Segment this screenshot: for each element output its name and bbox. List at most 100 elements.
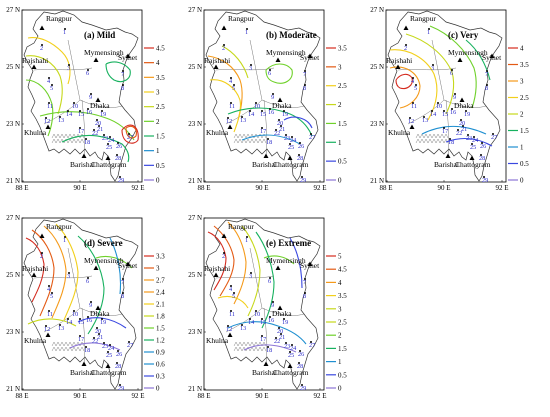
station-dot-icon xyxy=(241,324,243,326)
station-label: 11 xyxy=(229,103,235,110)
station-label: 29 xyxy=(118,177,124,184)
station-dot-icon xyxy=(486,70,488,72)
mangrove-mark xyxy=(233,138,239,144)
station-label: 3 xyxy=(249,65,252,72)
mangrove-mark xyxy=(253,346,259,352)
station-dot-icon xyxy=(103,342,105,344)
station-dot-icon xyxy=(428,28,430,30)
legend-label: 4 xyxy=(338,279,342,287)
station-label: 5 xyxy=(232,85,235,92)
contour-line xyxy=(213,225,235,297)
city-triangle-icon xyxy=(287,155,293,160)
city-triangle-icon xyxy=(95,97,101,102)
contour-line xyxy=(69,342,121,351)
city-label: Rangpur xyxy=(46,14,72,23)
station-dot-icon xyxy=(415,84,417,86)
map-panel-mild: 27 N 25 N 23 N 21 N 88 E 90 E 92 E 1 2 3 4 5 6 7 8 9 10 1… xyxy=(0,0,182,205)
legend-label: 4.5 xyxy=(156,45,165,53)
station-dot-icon xyxy=(291,344,293,346)
legend-label: 2.5 xyxy=(338,82,347,90)
station-label: 7 xyxy=(121,279,124,286)
mangrove-mark xyxy=(233,346,239,352)
y-tick-label: 27 N xyxy=(6,6,20,14)
station-dot-icon xyxy=(87,277,89,279)
mangrove-shading-icon xyxy=(233,133,267,144)
mangrove-mark xyxy=(415,133,421,139)
city-label: Khulna xyxy=(24,128,47,137)
station-dot-icon xyxy=(87,108,89,110)
city-triangle-icon xyxy=(213,64,219,69)
station-dot-icon xyxy=(451,69,453,71)
contour-line xyxy=(421,126,487,135)
station-label: 11 xyxy=(47,311,53,318)
city-triangle-icon xyxy=(263,153,269,158)
station-label: 27 xyxy=(309,342,315,349)
mangrove-mark xyxy=(245,138,251,144)
legend-label: 1 xyxy=(520,144,524,152)
station-label: 29 xyxy=(118,385,124,392)
city-label: Mymensingh xyxy=(84,48,124,57)
x-tick-label: 92 E xyxy=(495,184,508,192)
station-label: 4 xyxy=(229,286,232,293)
station-dot-icon xyxy=(109,136,111,138)
mangrove-mark xyxy=(237,346,243,352)
city-triangle-icon xyxy=(395,64,401,69)
city-label: Dhaka xyxy=(272,101,292,110)
mangrove-mark xyxy=(249,341,255,347)
mangrove-mark xyxy=(55,346,61,352)
city-label: Mymensingh xyxy=(448,48,488,57)
station-label: 27 xyxy=(491,134,497,141)
legend-label: 1.5 xyxy=(520,127,529,135)
city-label: Rangpur xyxy=(46,222,72,231)
legend-label: 1.8 xyxy=(156,313,165,321)
station-dot-icon xyxy=(285,134,287,136)
station-label: 19 xyxy=(100,319,106,326)
contour-line xyxy=(27,318,77,327)
contour-line xyxy=(77,317,127,329)
legend-label: 0 xyxy=(338,385,342,393)
contour-line xyxy=(27,37,71,85)
mangrove-mark xyxy=(245,133,251,139)
station-label: 6 xyxy=(86,70,89,77)
station-label: 8 xyxy=(121,293,124,300)
station-label: 9 xyxy=(89,302,92,309)
city-triangle-icon xyxy=(81,361,87,366)
city-label: Khulna xyxy=(206,336,229,345)
mangrove-mark xyxy=(51,133,57,139)
y-tick-label: 25 N xyxy=(370,63,384,71)
city-triangle-icon xyxy=(287,363,293,368)
mangrove-mark xyxy=(233,341,239,347)
station-label: 10 xyxy=(254,311,260,318)
map-panel-extreme: 27 N 25 N 23 N 21 N 88 E 90 E 92 E 1 2 3 4 5 6 7 8 9 10 1… xyxy=(182,208,364,417)
station-label: 27 xyxy=(309,134,315,141)
station-dot-icon xyxy=(230,77,232,79)
station-label: 23 xyxy=(284,343,290,350)
city-triangle-icon xyxy=(105,155,111,160)
station-dot-icon xyxy=(64,28,66,30)
city-triangle-icon xyxy=(93,57,99,62)
mangrove-mark xyxy=(63,346,69,352)
mangrove-mark xyxy=(63,138,69,144)
city-triangle-icon xyxy=(227,124,233,129)
station-label: 27 xyxy=(127,134,133,141)
legend-label: 2 xyxy=(338,332,342,340)
mangrove-mark xyxy=(71,341,77,347)
station-dot-icon xyxy=(255,310,257,312)
contour-line xyxy=(395,73,413,90)
station-label: 8 xyxy=(303,85,306,92)
station-dot-icon xyxy=(280,125,282,127)
station-label: 14 xyxy=(248,111,254,118)
station-label: 9 xyxy=(271,302,274,309)
station-dot-icon xyxy=(119,384,121,386)
contour-line xyxy=(61,134,130,163)
legend-moderate: 3.5 3 2.5 2 1.5 1 0.5 0 xyxy=(326,45,347,185)
station-label: 1 xyxy=(427,29,430,36)
station-label: 9 xyxy=(271,94,274,101)
station-label: 23 xyxy=(466,135,472,142)
panel-title: (e) Extreme xyxy=(266,238,311,248)
station-label: 25 xyxy=(288,144,294,151)
x-tick-label: 92 E xyxy=(313,184,326,192)
city-triangle-icon xyxy=(39,25,45,30)
